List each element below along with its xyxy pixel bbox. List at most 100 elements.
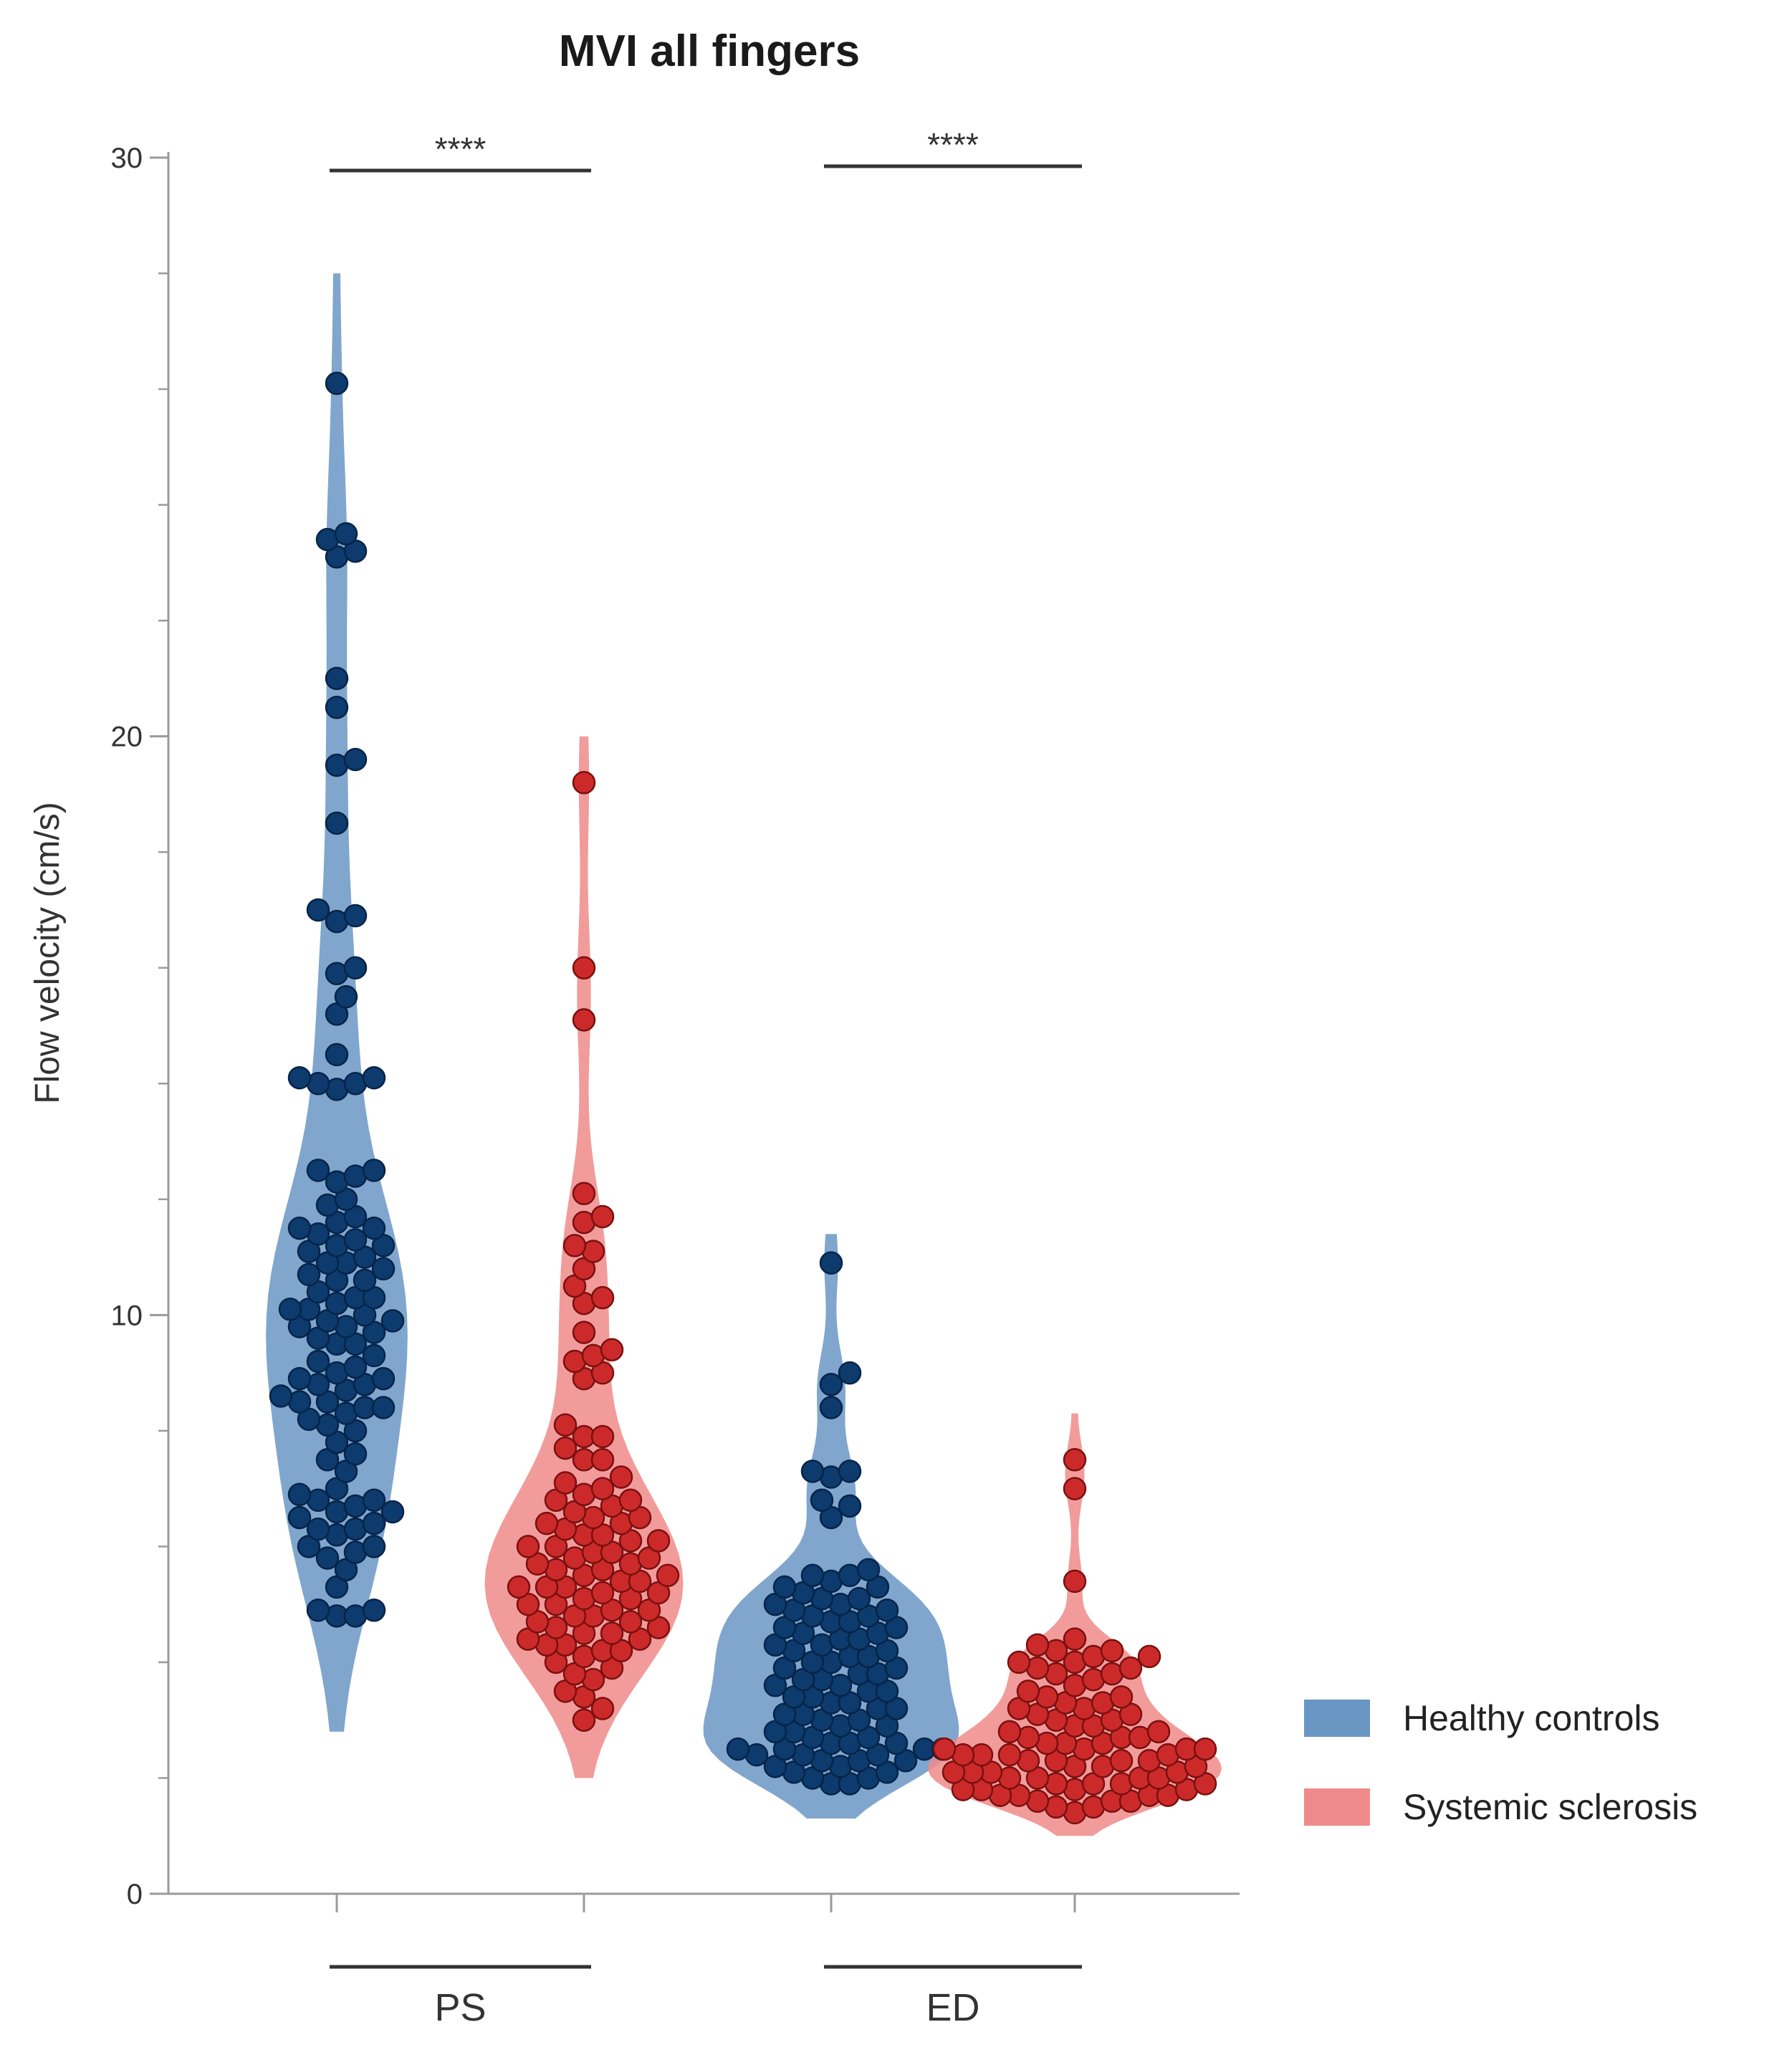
data-point (343, 1355, 368, 1379)
data-point (362, 1598, 386, 1622)
data-point (932, 1737, 957, 1761)
data-point (380, 1309, 405, 1333)
y-tick-label: 20 (111, 722, 143, 753)
data-point (810, 1488, 834, 1513)
data-point (997, 1743, 1022, 1767)
data-point (371, 1257, 396, 1280)
data-point (590, 1697, 615, 1720)
data-point (362, 1159, 386, 1182)
data-point (325, 666, 349, 691)
data-point (875, 1598, 899, 1622)
data-point (553, 1413, 578, 1437)
data-point (572, 1321, 596, 1344)
data-point (800, 1563, 825, 1588)
data-point (516, 1535, 540, 1558)
data-point (1137, 1644, 1161, 1669)
data-point (1100, 1639, 1124, 1663)
data-point (819, 1373, 843, 1396)
data-point (380, 1500, 405, 1524)
data-point (287, 1482, 312, 1506)
data-point (838, 1460, 862, 1483)
legend-label: Systemic sclerosis (1403, 1787, 1697, 1827)
y-tick-label: 10 (111, 1300, 143, 1331)
data-point (1193, 1737, 1217, 1761)
data-point (1007, 1650, 1031, 1674)
data-point (997, 1720, 1022, 1744)
data-point (343, 747, 368, 772)
x-group-label: PS (434, 1986, 486, 2029)
data-point (287, 1065, 312, 1090)
data-point (600, 1338, 624, 1362)
data-point (343, 1442, 368, 1466)
data-point (1016, 1680, 1040, 1703)
data-point (287, 1505, 312, 1530)
data-point (590, 1424, 615, 1449)
data-point (1109, 1685, 1134, 1709)
data-point (838, 1361, 862, 1385)
data-point (562, 1234, 587, 1257)
legend: Healthy controls Systemic sclerosis (1304, 1698, 1697, 1827)
data-point (306, 1517, 330, 1541)
data-point (572, 1008, 596, 1032)
data-point (269, 1384, 293, 1408)
data-point (334, 522, 358, 546)
data-point (1063, 1627, 1087, 1651)
data-point (1025, 1633, 1050, 1657)
x-group-label: ED (926, 1986, 979, 2029)
legend-swatch (1304, 1788, 1370, 1826)
data-point (1063, 1477, 1087, 1500)
data-point (609, 1465, 633, 1489)
data-point (590, 1477, 615, 1500)
violins (266, 273, 1222, 1836)
data-point (287, 1366, 312, 1391)
data-point (847, 1586, 871, 1611)
data-point (600, 1621, 624, 1645)
y-axis-label: Flow velocity (cm/s) (29, 802, 67, 1103)
data-point (371, 1366, 396, 1391)
data-point (325, 696, 349, 719)
data-point (362, 1343, 386, 1368)
data-point (306, 1598, 330, 1622)
significance-label: **** (435, 130, 487, 168)
data-point (1063, 1448, 1087, 1472)
data-point (726, 1737, 750, 1761)
data-point (334, 984, 358, 1009)
data-point (800, 1460, 825, 1483)
y-tick-label: 30 (111, 143, 143, 174)
data-point (325, 811, 349, 835)
data-point (306, 1159, 330, 1182)
data-point (590, 1204, 615, 1229)
data-point (572, 771, 596, 795)
data-point (553, 1471, 578, 1495)
data-point (343, 1228, 368, 1252)
data-point (362, 1535, 386, 1558)
significance-annotations: **** **** (330, 126, 1082, 173)
data-point (362, 1511, 386, 1535)
data-point (572, 1182, 596, 1205)
data-point (278, 1298, 302, 1321)
data-point (306, 898, 330, 922)
data-point (819, 1396, 843, 1419)
data-point (1146, 1720, 1171, 1744)
data-point (856, 1558, 881, 1581)
data-point (362, 1216, 386, 1240)
axes: 0 10 20 30 PS ED (111, 143, 1240, 2029)
data-point (553, 1436, 578, 1460)
data-point (353, 1268, 377, 1293)
data-point (1063, 1569, 1087, 1594)
data-point (572, 1708, 596, 1732)
data-point (572, 956, 596, 979)
data-point (507, 1575, 531, 1599)
data-point (535, 1511, 559, 1535)
data-point (819, 1251, 843, 1275)
data-point (362, 1065, 386, 1090)
data-point (343, 956, 368, 979)
data-point (362, 1488, 386, 1513)
y-tick-label: 0 (127, 1879, 143, 1910)
data-points (269, 371, 1217, 1825)
data-point (325, 1043, 349, 1067)
data-point (287, 1216, 312, 1240)
data-point (1118, 1656, 1143, 1680)
data-point (306, 1349, 330, 1374)
